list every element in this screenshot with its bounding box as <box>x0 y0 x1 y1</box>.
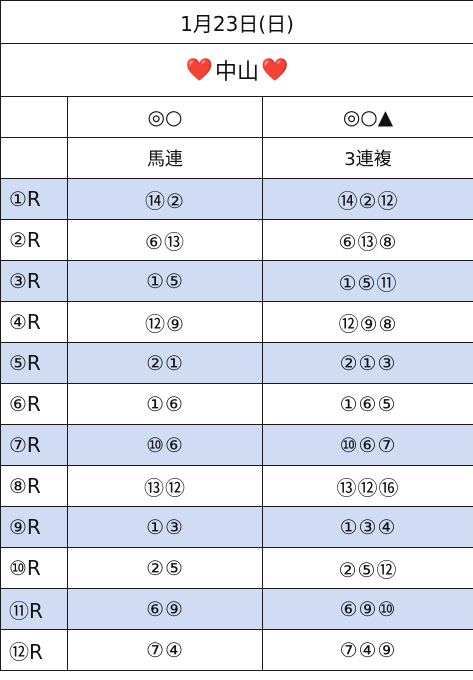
race-number: ⑪R <box>0 588 68 630</box>
umaren-pick: ②⑤ <box>67 547 263 589</box>
race-row: ③R ①⑤ ①⑤⑪ <box>0 260 473 302</box>
race-row: ⑤R ②① ②①③ <box>0 342 473 384</box>
marks-b-cell: ◎○▲ <box>261 96 473 138</box>
sanrenpuku-pick: ⑫⑨⑧ <box>261 301 473 343</box>
umaren-pick: ⑩⑥ <box>67 424 263 466</box>
race-row: ⑪R ⑥⑨ ⑥⑨⑩ <box>0 588 473 630</box>
venue-cell: ❤️ 中山 ❤️ <box>0 43 473 97</box>
date-cell: 1月23日(日) <box>0 0 473 44</box>
bet-type-umaren: 馬連 <box>67 137 263 179</box>
race-number: ⑤R <box>0 342 68 384</box>
bet-type-header-row: 馬連 3連複 <box>0 137 473 179</box>
umaren-pick: ②① <box>67 342 263 384</box>
sanrenpuku-pick: ⑥⑨⑩ <box>261 588 473 630</box>
venue-row: ❤️ 中山 ❤️ <box>0 43 473 97</box>
marks-a-cell: ◎○ <box>67 96 263 138</box>
race-number: ①R <box>0 178 68 220</box>
date-row: 1月23日(日) <box>0 0 473 44</box>
race-number: ④R <box>0 301 68 343</box>
sanrenpuku-pick: ⑬⑫⑯ <box>261 465 473 507</box>
race-row: ②R ⑥⑬ ⑥⑬⑧ <box>0 219 473 261</box>
race-number: ⑩R <box>0 547 68 589</box>
umaren-pick: ⑦④ <box>67 629 263 671</box>
sanrenpuku-pick: ②①③ <box>261 342 473 384</box>
race-number: ⑧R <box>0 465 68 507</box>
race-row: ⑦R ⑩⑥ ⑩⑥⑦ <box>0 424 473 466</box>
race-number: ②R <box>0 219 68 261</box>
race-row: ⑧R ⑬⑫ ⑬⑫⑯ <box>0 465 473 507</box>
marks-header-row: ◎○ ◎○▲ <box>0 96 473 138</box>
race-number: ⑫R <box>0 629 68 671</box>
umaren-pick: ①⑤ <box>67 260 263 302</box>
venue-name: 中山 <box>215 60 260 85</box>
empty-corner-cell <box>0 96 68 138</box>
race-number: ⑥R <box>0 383 68 425</box>
heart-icon: ❤️ <box>261 57 289 83</box>
umaren-pick: ⑭② <box>67 178 263 220</box>
race-row: ⑨R ①③ ①③④ <box>0 506 473 548</box>
umaren-pick: ⑥⑨ <box>67 588 263 630</box>
sanrenpuku-pick: ①③④ <box>261 506 473 548</box>
race-row: ①R ⑭② ⑭②⑫ <box>0 178 473 220</box>
heart-icon: ❤️ <box>185 57 213 83</box>
umaren-pick: ①⑥ <box>67 383 263 425</box>
sanrenpuku-pick: ⑦④⑨ <box>261 629 473 671</box>
sanrenpuku-pick: ⑥⑬⑧ <box>261 219 473 261</box>
umaren-pick: ①③ <box>67 506 263 548</box>
race-row: ⑫R ⑦④ ⑦④⑨ <box>0 629 473 671</box>
race-row: ⑩R ②⑤ ②⑤⑫ <box>0 547 473 589</box>
race-row: ④R ⑫⑨ ⑫⑨⑧ <box>0 301 473 343</box>
race-number: ⑦R <box>0 424 68 466</box>
sanrenpuku-pick: ①⑤⑪ <box>261 260 473 302</box>
race-number: ⑨R <box>0 506 68 548</box>
sanrenpuku-pick: ⑩⑥⑦ <box>261 424 473 466</box>
sanrenpuku-pick: ①⑥⑤ <box>261 383 473 425</box>
empty-corner-cell <box>0 137 68 179</box>
sanrenpuku-pick: ⑭②⑫ <box>261 178 473 220</box>
umaren-pick: ⑬⑫ <box>67 465 263 507</box>
bet-type-sanrenpuku: 3連複 <box>261 137 473 179</box>
race-row: ⑥R ①⑥ ①⑥⑤ <box>0 383 473 425</box>
umaren-pick: ⑫⑨ <box>67 301 263 343</box>
umaren-pick: ⑥⑬ <box>67 219 263 261</box>
race-number: ③R <box>0 260 68 302</box>
sanrenpuku-pick: ②⑤⑫ <box>261 547 473 589</box>
